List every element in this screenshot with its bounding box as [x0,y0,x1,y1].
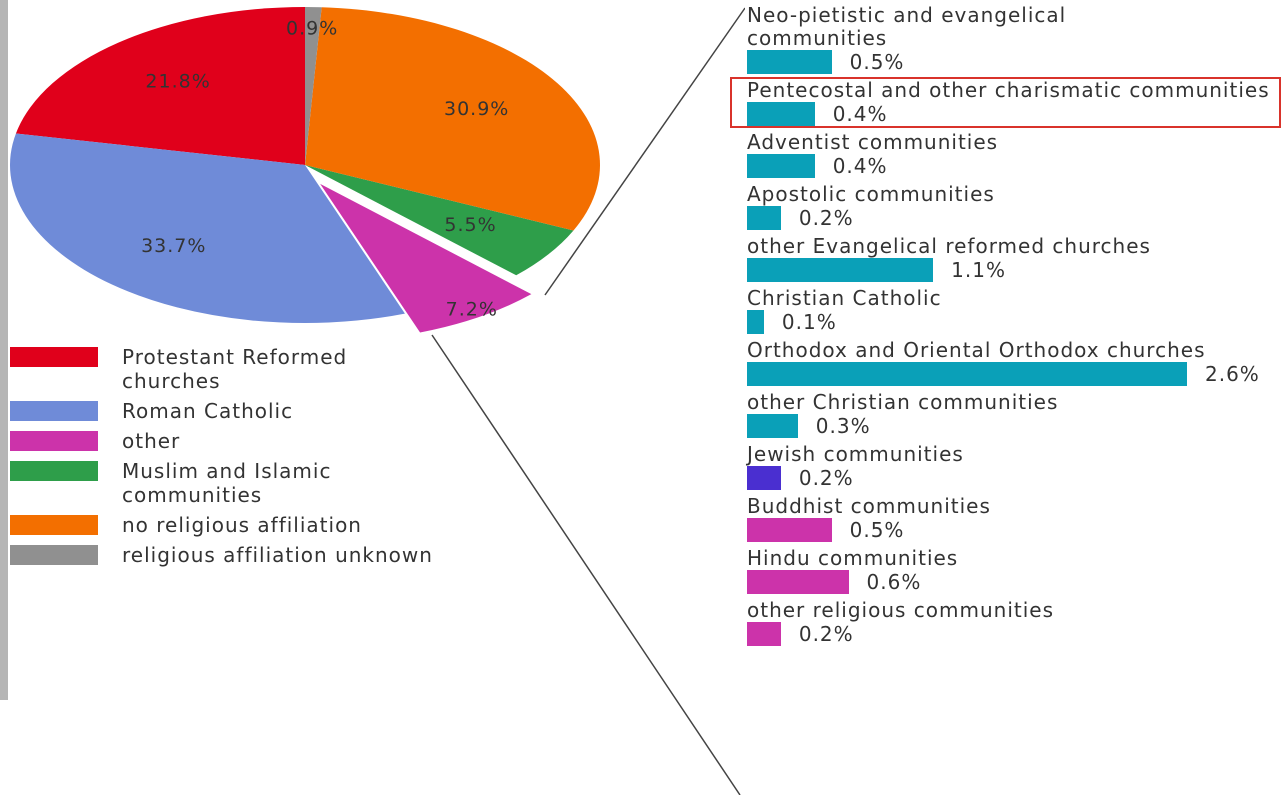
bar [747,310,764,334]
bar-value-label: 0.2% [798,466,854,490]
legend-swatch [10,545,98,565]
bar [747,102,815,126]
bar-row: 0.4% [747,102,1279,126]
legend: Protestant Reformed churches Roman Cathol… [10,345,470,573]
pie-slice [15,7,306,165]
slice-label: 33.7% [141,235,206,257]
bar-item: Pentecostal and other charismatic commun… [730,77,1281,128]
slice-label: 30.9% [444,98,509,120]
bar-category-label: other religious communities [747,598,1055,622]
bar-row: 0.4% [747,154,1282,178]
bar [747,258,934,282]
bar-category-label: other Christian communities [747,390,1059,414]
bar-category-label: other Evangelical reformed churches [747,234,1151,258]
bar-category-label: Adventist communities [747,130,999,154]
legend-label: Roman Catholic [122,399,294,423]
bar-value-label: 0.6% [866,570,922,594]
bar-row: 0.2% [747,622,1282,646]
bar-item: Orthodox and Oriental Orthodox churches 2… [747,339,1282,386]
bar-row: 0.3% [747,414,1282,438]
bar-item: Neo-pietistic and evangelical communitie… [747,4,1282,74]
legend-swatch [10,515,98,535]
bar-category-label: Neo-pietistic and evangelical communitie… [747,3,1067,50]
pie-slice [305,165,574,276]
connector-line [431,334,741,795]
bar-item: other religious communities 0.2% [747,599,1282,646]
slice-label: 5.5% [444,214,496,236]
bar [747,570,849,594]
bar [747,622,781,646]
bar-category-label: Pentecostal and other charismatic commun… [747,78,1270,102]
bar-value-label: 1.1% [951,258,1006,282]
pie-slice [305,7,322,165]
bar-item: Hindu communities 0.6% [747,547,1282,594]
legend-label: other [122,429,181,453]
bar-row: 1.1% [747,258,1282,282]
bar-value-label: 0.3% [815,414,871,438]
legend-item: Protestant Reformed churches [10,345,470,393]
pie-chart: 21.8% 33.7% 7.2% 5.5% 30.9% 0.9% [0,0,745,795]
legend-item: Muslim and Islamic communities [10,459,470,507]
bar-item: other Christian communities 0.3% [747,391,1282,438]
bar-value-label: 0.5% [849,518,905,542]
bar-value-label: 2.6% [1205,362,1260,386]
pie-slice [305,7,600,231]
legend-swatch [10,431,98,451]
bar-value-label: 0.4% [832,154,888,178]
bar-value-label: 0.2% [798,206,854,230]
bar [747,50,832,74]
bar-value-label: 0.2% [798,622,854,646]
bar-row: 2.6% [747,362,1282,386]
slice-label: 0.9% [286,18,338,40]
bar [747,362,1187,386]
legend-swatch [10,347,98,367]
legend-swatch [10,461,98,481]
slice-label: 7.2% [446,299,498,321]
slice-label: 21.8% [145,70,210,92]
bar-row: 0.2% [747,206,1282,230]
connector-line [544,7,745,296]
edge-strip [0,0,8,700]
bar-breakdown: Neo-pietistic and evangelical communitie… [730,4,1282,651]
legend-label: religious affiliation unknown [122,543,433,567]
bar-row: 0.5% [747,518,1282,542]
bar [747,518,832,542]
legend-item: no religious affiliation [10,513,470,537]
bar-row: 0.6% [747,570,1282,594]
legend-item: other [10,429,470,453]
bar [747,466,781,490]
bar-row: 0.1% [747,310,1282,334]
bar-item: Apostolic communities 0.2% [747,183,1282,230]
bar-category-label: Orthodox and Oriental Orthodox churches [747,338,1206,362]
bar-value-label: 0.4% [832,102,888,126]
bar-category-label: Christian Catholic [747,286,942,310]
bar-category-label: Apostolic communities [747,182,995,206]
bar-item: Buddhist communities 0.5% [747,495,1282,542]
bar-item: Adventist communities 0.4% [747,131,1282,178]
bar-category-label: Buddhist communities [747,494,991,518]
legend-swatch [10,401,98,421]
bar [747,414,798,438]
legend-label: no religious affiliation [122,513,362,537]
bar-item: Jewish communities 0.2% [747,443,1282,490]
legend-item: religious affiliation unknown [10,543,470,567]
bar [747,206,781,230]
bar-row: 0.5% [747,50,1282,74]
pie-slice [10,133,405,323]
legend-item: Roman Catholic [10,399,470,423]
pie-slice [320,183,532,333]
bar [747,154,815,178]
bar-category-label: Hindu communities [747,546,959,570]
bar-item: Christian Catholic 0.1% [747,287,1282,334]
legend-label: Protestant Reformed churches [122,345,362,393]
legend-label: Muslim and Islamic communities [122,459,339,507]
bar-category-label: Jewish communities [747,442,964,466]
bar-value-label: 0.5% [849,50,905,74]
bar-row: 0.2% [747,466,1282,490]
bar-item: other Evangelical reformed churches 1.1% [747,235,1282,282]
bar-value-label: 0.1% [781,310,837,334]
